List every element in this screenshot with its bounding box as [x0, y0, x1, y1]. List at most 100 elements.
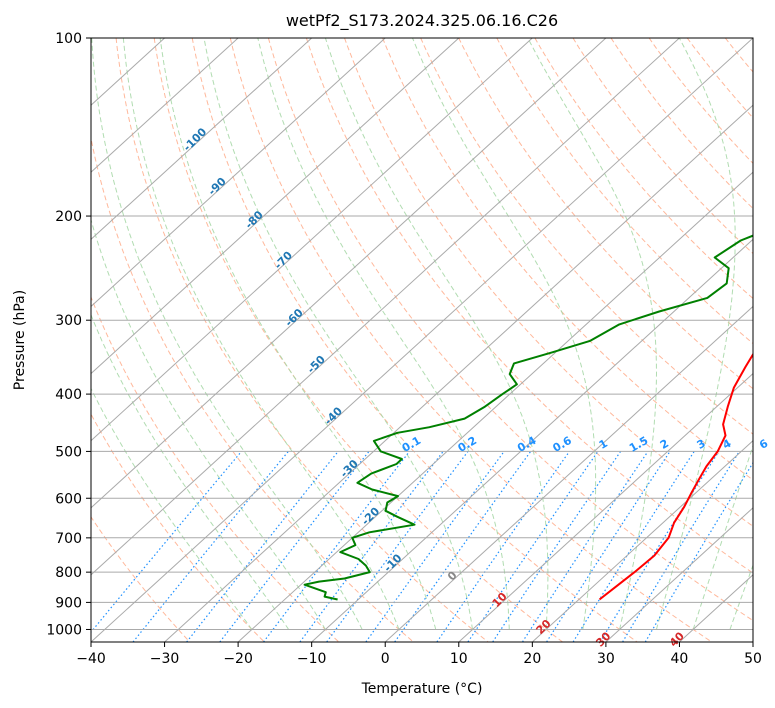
moist-adiabat-line	[91, 313, 290, 630]
y-tick-label: 200	[55, 209, 82, 225]
moist-adiabat-line	[122, 38, 400, 630]
pressure-grid	[91, 38, 753, 642]
isotherm-line	[91, 38, 753, 642]
isotherm-label: -70	[272, 249, 295, 272]
dry-adiabat-line	[91, 413, 265, 642]
isotherm-line	[91, 38, 607, 509]
x-tick-label: −40	[76, 651, 106, 667]
dry-adiabat-line	[229, 38, 713, 642]
y-tick-label: 500	[55, 444, 82, 460]
x-tick-label: 20	[523, 651, 541, 667]
mixing-ratio-line	[263, 451, 410, 642]
dewpoint-line	[303, 234, 753, 601]
dry-adiabat-line	[458, 38, 753, 390]
y-tick-label: 1000	[46, 622, 82, 638]
y-tick-label: 900	[55, 595, 82, 611]
x-tick-label: 30	[597, 651, 615, 667]
isotherm-label: 40	[667, 629, 687, 649]
mixing-ratio-line	[572, 451, 695, 642]
dry-adiabat-line	[305, 38, 753, 574]
dry-adiabat-line	[763, 38, 775, 642]
dry-adiabat-line	[572, 38, 753, 255]
x-tick-label: 40	[671, 651, 689, 667]
isotherm-line	[458, 372, 753, 642]
mixing-ratio-label: 4	[720, 437, 733, 452]
y-tick-label: 400	[55, 387, 82, 403]
dry-adiabat-line	[496, 38, 753, 345]
isotherm-label: -10	[381, 551, 404, 574]
mixing-ratio-line	[436, 451, 570, 642]
x-tick-label: 50	[744, 651, 762, 667]
isotherm-label: 30	[593, 629, 613, 649]
plot-frame	[90, 37, 754, 643]
mixing-ratio-line	[132, 451, 289, 642]
dry-adiabat-line	[382, 38, 753, 481]
moist-adiabat-line	[257, 38, 510, 630]
isotherm-line	[311, 238, 753, 642]
isotherm-line	[752, 641, 753, 642]
y-axis: 100 200 300 400 500 600 700 800 900 1000	[46, 31, 91, 638]
mixing-ratio-line	[186, 451, 339, 642]
dry-adiabat-line	[686, 38, 753, 119]
moist-adiabat-line	[692, 444, 753, 630]
x-tick-label: 10	[450, 651, 468, 667]
isotherm-label: -80	[243, 208, 266, 231]
isotherm-line	[531, 439, 753, 642]
isotherm-line	[384, 305, 753, 642]
isotherm-line	[237, 171, 753, 642]
isotherm-line	[91, 38, 460, 375]
isotherm-label: 20	[534, 617, 554, 637]
mixing-ratio-line	[546, 451, 671, 642]
isotherm-label: -20	[359, 504, 382, 527]
moist-adiabat-line	[91, 38, 363, 630]
y-tick-label: 100	[55, 31, 82, 47]
mixing-ratio-line	[91, 451, 242, 633]
moist-adiabat-line	[203, 38, 473, 630]
moist-adiabat-line	[527, 38, 657, 630]
isotherm-label: -90	[206, 175, 229, 198]
dry-adiabat-line	[91, 295, 340, 642]
isotherm-line	[91, 38, 386, 308]
dry-adiabat-line	[191, 38, 638, 642]
mixing-ratio-line	[326, 451, 469, 642]
y-axis-label: Pressure (hPa)	[12, 290, 28, 390]
y-tick-label: 700	[55, 531, 82, 547]
dry-adiabat-line	[648, 38, 753, 165]
isotherm-labels: 0.10.20.40.611.52346810131620253036-100-…	[181, 125, 771, 649]
dry-adiabat-line	[115, 38, 489, 642]
mixing-ratio-line	[599, 451, 720, 642]
dry-adiabat-line	[724, 38, 753, 73]
moist-adiabat-line	[91, 218, 326, 630]
isotherm-label: -40	[322, 404, 345, 427]
x-tick-label: −10	[297, 651, 327, 667]
dry-adiabat-line	[344, 38, 753, 527]
y-tick-label: 300	[55, 313, 82, 329]
mixing-ratio-label: 6	[757, 437, 770, 452]
dry-adiabat-line	[91, 516, 191, 642]
moist-adiabat-line	[729, 563, 753, 630]
temperature-line	[598, 352, 753, 601]
moist-adiabat-line	[91, 387, 253, 630]
chart-title: wetPf2_S173.2024.325.06.16.C26	[286, 11, 558, 31]
y-tick-label: 800	[55, 565, 82, 581]
mixing-ratio-line	[492, 451, 622, 642]
moist-adiabat-line	[324, 38, 549, 630]
isotherm-label: -30	[338, 457, 361, 480]
mixing-ratio-line	[521, 451, 649, 642]
sounding-series	[303, 234, 753, 601]
mixing-ratio-line	[622, 451, 740, 642]
x-tick-label: 0	[381, 651, 390, 667]
mixing-ratio-line	[467, 451, 599, 642]
mixing-ratio-line	[365, 451, 505, 642]
isotherm-line	[91, 38, 239, 173]
isotherm-line	[164, 104, 753, 642]
x-axis-label: Temperature (°C)	[361, 681, 483, 697]
isotherm-line	[91, 38, 680, 576]
x-axis: −40 −30 −20 −10 0 10 20 30 40 50	[76, 642, 762, 667]
mixing-ratio-line	[299, 451, 444, 642]
dry-adiabat-line	[534, 38, 753, 300]
isotherm-line	[605, 507, 753, 642]
dry-adiabat-line	[91, 135, 414, 642]
